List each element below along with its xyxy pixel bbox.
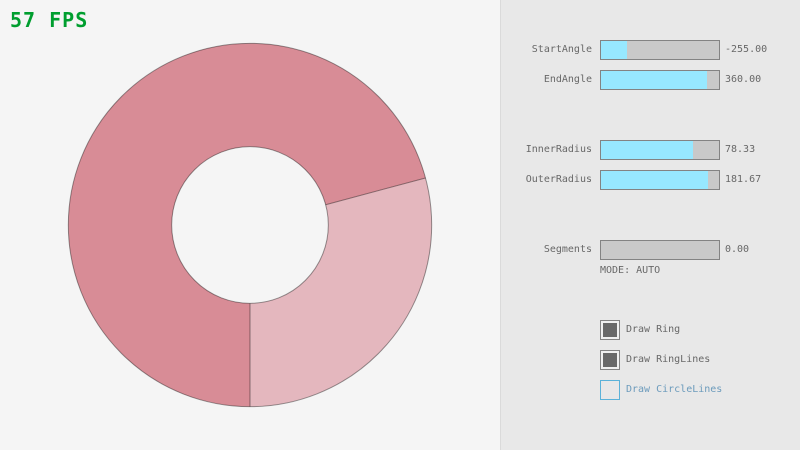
startangle-row: StartAngle -255.00 <box>501 40 800 60</box>
innerradius-slider[interactable] <box>600 140 720 160</box>
outerradius-label: OuterRadius <box>525 174 592 185</box>
ring-canvas <box>67 42 433 408</box>
endangle-slider[interactable] <box>600 70 720 90</box>
draw-ringlines-checkbox[interactable] <box>600 350 620 370</box>
draw-ring-row: Draw Ring <box>501 320 800 340</box>
draw-circlelines-label: Draw CircleLines <box>626 384 723 395</box>
draw-ring-checkbox[interactable] <box>600 320 620 340</box>
ring-sector-single <box>250 177 432 407</box>
check-mark <box>603 323 617 337</box>
startangle-label: StartAngle <box>531 44 592 55</box>
segments-slider[interactable] <box>600 240 720 260</box>
endangle-row: EndAngle 360.00 <box>501 70 800 90</box>
fps-counter: 57 FPS <box>10 8 89 32</box>
innerradius-label: InnerRadius <box>525 144 592 155</box>
slider-fill <box>601 41 627 59</box>
outerradius-value: 181.67 <box>725 174 762 185</box>
segments-label: Segments <box>543 244 592 255</box>
startangle-slider[interactable] <box>600 40 720 60</box>
segments-row: Segments 0.00 <box>501 240 800 260</box>
slider-fill <box>601 141 694 159</box>
ring-sector-overlap <box>68 43 426 407</box>
ring-inner-outline <box>171 146 329 304</box>
innerradius-row: InnerRadius 78.33 <box>501 140 800 160</box>
outerradius-row: OuterRadius 181.67 <box>501 170 800 190</box>
draw-circlelines-row: Draw CircleLines <box>501 380 800 400</box>
draw-ringlines-row: Draw RingLines <box>501 350 800 370</box>
startangle-value: -255.00 <box>725 44 768 55</box>
endangle-label: EndAngle <box>543 74 592 85</box>
mode-indicator: MODE: AUTO <box>600 265 661 276</box>
check-mark <box>603 353 617 367</box>
ring-outer-outline <box>67 42 433 408</box>
panel-divider <box>500 0 501 450</box>
segments-value: 0.00 <box>725 244 750 255</box>
ring-start-angle-line <box>325 177 426 206</box>
controls-panel: StartAngle -255.00 EndAngle 360.00 Inner… <box>501 0 800 450</box>
draw-ringlines-label: Draw RingLines <box>626 354 711 365</box>
outerradius-slider[interactable] <box>600 170 720 190</box>
draw-circlelines-checkbox[interactable] <box>600 380 620 400</box>
innerradius-value: 78.33 <box>725 144 756 155</box>
draw-ring-label: Draw Ring <box>626 324 681 335</box>
slider-fill <box>601 171 709 189</box>
endangle-value: 360.00 <box>725 74 762 85</box>
slider-fill <box>601 71 708 89</box>
